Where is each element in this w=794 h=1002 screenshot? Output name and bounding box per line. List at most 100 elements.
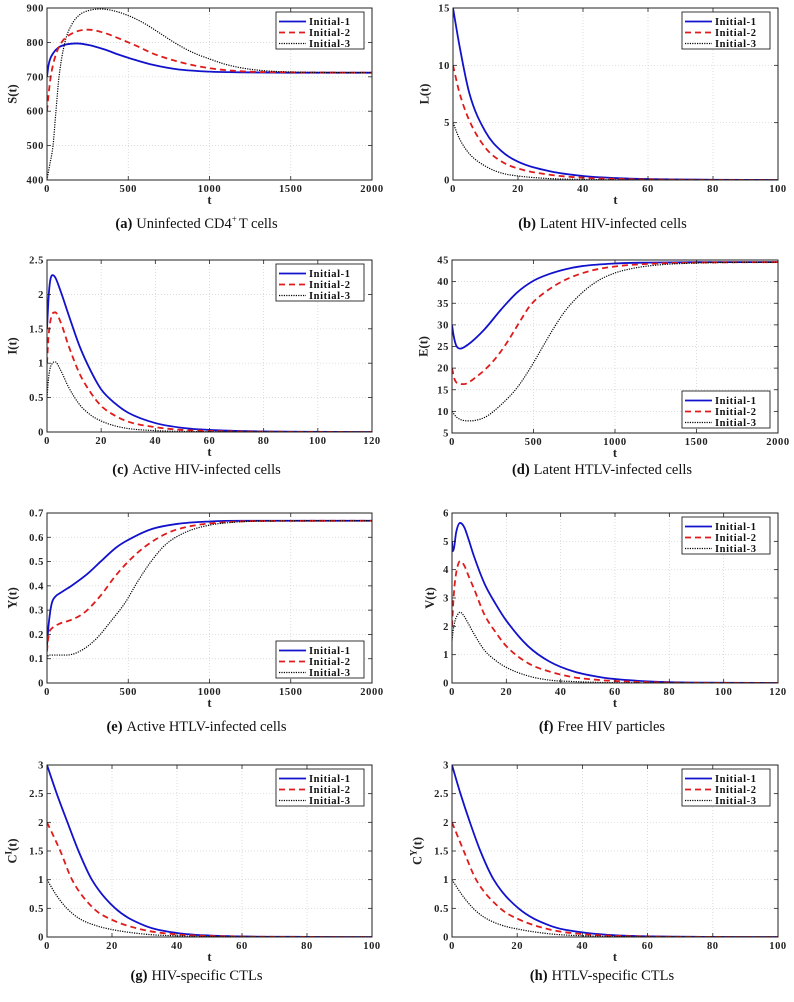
legend-label: Initial-2 xyxy=(715,407,757,418)
x-tick-label: 60 xyxy=(642,941,654,952)
legend-box xyxy=(681,11,771,50)
y-axis-label-base: L(t) xyxy=(418,84,432,105)
y-axis-label: I(t) xyxy=(5,337,19,354)
x-axis-label: t xyxy=(207,193,212,207)
chart-panel-g: 0 20 40 60 80 100 0 0.5 1 1.5 2 2.5 3 t CI(t) Initial-1… xyxy=(3,761,380,965)
x-tick-label: 1000 xyxy=(198,184,221,195)
y-tick-label: 700 xyxy=(26,72,44,83)
x-tick-label: 0 xyxy=(450,184,456,195)
caption-label: (f) xyxy=(539,719,554,735)
caption-text: Active HTLV-infected cells xyxy=(127,719,287,735)
x-tick-label: 40 xyxy=(171,941,183,952)
legend-label: Initial-3 xyxy=(715,796,757,807)
x-tick-label: 1000 xyxy=(603,437,626,448)
x-tick-label: 1500 xyxy=(279,687,302,698)
legend-box xyxy=(275,263,365,302)
y-tick-label: 5 xyxy=(444,118,450,129)
legend-box xyxy=(681,390,771,429)
y-tick-label: 3 xyxy=(443,761,449,772)
y-tick-label: 0.3 xyxy=(29,606,44,617)
x-tick-label: 0 xyxy=(44,436,50,447)
y-tick-label: 600 xyxy=(26,107,44,118)
legend-box xyxy=(275,768,365,807)
y-tick-label: 0 xyxy=(38,679,44,690)
caption-label: (a) xyxy=(115,216,132,232)
y-tick-label: 45 xyxy=(437,256,449,267)
y-tick-label: 2.5 xyxy=(434,789,449,800)
x-tick-label: 100 xyxy=(309,436,327,447)
series-line-initial-3 xyxy=(47,879,372,937)
y-tick-label: 2 xyxy=(443,818,449,829)
legend-label: Initial-2 xyxy=(715,785,757,796)
x-tick-label: 20 xyxy=(512,184,524,195)
caption-text: Free HIV particles xyxy=(557,719,665,735)
y-axis-label-base: V(t) xyxy=(423,587,437,609)
legend-label: Initial-3 xyxy=(715,544,757,555)
legend-label: Initial-1 xyxy=(309,774,351,785)
series-line-initial-3 xyxy=(452,261,778,422)
y-tick-label: 6 xyxy=(443,509,449,520)
y-axis-label: S(t) xyxy=(5,84,19,103)
x-tick-label: 1500 xyxy=(279,184,302,195)
y-tick-label: 0 xyxy=(444,176,450,187)
chart-panel-h: 0 20 40 60 80 100 0 0.5 1 1.5 2 2.5 3 t CY(t) Initial-1… xyxy=(408,761,786,965)
subfigure-caption: (a) Uninfected CD4+ T cells xyxy=(115,214,278,232)
x-tick-label: 40 xyxy=(577,941,589,952)
series-line-initial-3 xyxy=(452,611,778,683)
series-line-initial-3 xyxy=(47,8,372,180)
legend-label: Initial-1 xyxy=(309,269,351,280)
legend-box xyxy=(681,516,771,555)
legend-label: Initial-1 xyxy=(715,17,757,28)
y-axis-label: V(t) xyxy=(423,587,437,609)
y-tick-label: 5 xyxy=(443,429,449,440)
legend-box xyxy=(275,11,365,50)
y-axis-label-base: E(t) xyxy=(417,336,431,357)
legend-label: Initial-2 xyxy=(715,28,757,39)
y-tick-label: 400 xyxy=(26,176,44,187)
legend-label: Initial-2 xyxy=(309,280,351,291)
y-tick-label: 500 xyxy=(26,141,44,152)
x-tick-label: 20 xyxy=(511,941,523,952)
legend-label: Initial-3 xyxy=(309,291,351,302)
chart-panel-d: 0 500 1000 1500 2000 5 10 15 20 25 30 35 40 45 t E(t) In… xyxy=(417,256,790,461)
x-tick-label: 1500 xyxy=(685,437,708,448)
y-tick-label: 900 xyxy=(26,4,44,15)
legend-label: Initial-3 xyxy=(715,39,757,50)
x-tick-label: 40 xyxy=(577,184,589,195)
series-line-initial-1 xyxy=(452,522,778,683)
series-line-initial-2 xyxy=(47,311,372,432)
caption-label: (g) xyxy=(131,968,148,984)
series-line-initial-2 xyxy=(452,261,778,386)
y-tick-label: 1 xyxy=(38,359,44,370)
chart-panel-a: 0 500 1000 1500 2000 400 500 600 700 800 900 t S(t) I… xyxy=(5,4,383,208)
x-axis-label: t xyxy=(613,446,618,460)
x-tick-label: 0 xyxy=(44,941,50,952)
y-tick-label: 25 xyxy=(437,342,449,353)
x-tick-label: 0 xyxy=(44,687,50,698)
y-tick-label: 0.4 xyxy=(29,581,44,592)
series-line-initial-3 xyxy=(47,520,372,659)
series-line-initial-1 xyxy=(47,42,372,77)
y-axis-label: CY(t) xyxy=(408,837,424,865)
y-axis-label-base: C xyxy=(410,856,424,865)
x-tick-label: 0 xyxy=(449,437,455,448)
y-tick-label: 10 xyxy=(438,61,450,72)
legend-box xyxy=(275,640,365,679)
y-tick-label: 0.7 xyxy=(29,509,44,520)
legend-label: Initial-3 xyxy=(309,39,351,50)
legend-label: Initial-3 xyxy=(715,418,757,429)
subfigure-caption: (b) Latent HIV-infected cells xyxy=(518,216,687,232)
caption-text: Uninfected CD4 xyxy=(136,216,232,232)
x-tick-label: 80 xyxy=(707,184,719,195)
y-axis-label-suffix: (t) xyxy=(410,837,424,850)
caption-label: (b) xyxy=(518,216,536,232)
legend-label: Initial-2 xyxy=(715,533,757,544)
y-tick-label: 35 xyxy=(437,299,449,310)
x-tick-label: 20 xyxy=(500,687,512,698)
x-tick-label: 40 xyxy=(555,687,567,698)
y-tick-label: 2 xyxy=(443,622,449,633)
y-tick-label: 1 xyxy=(443,875,449,886)
x-axis-label: t xyxy=(613,193,618,207)
